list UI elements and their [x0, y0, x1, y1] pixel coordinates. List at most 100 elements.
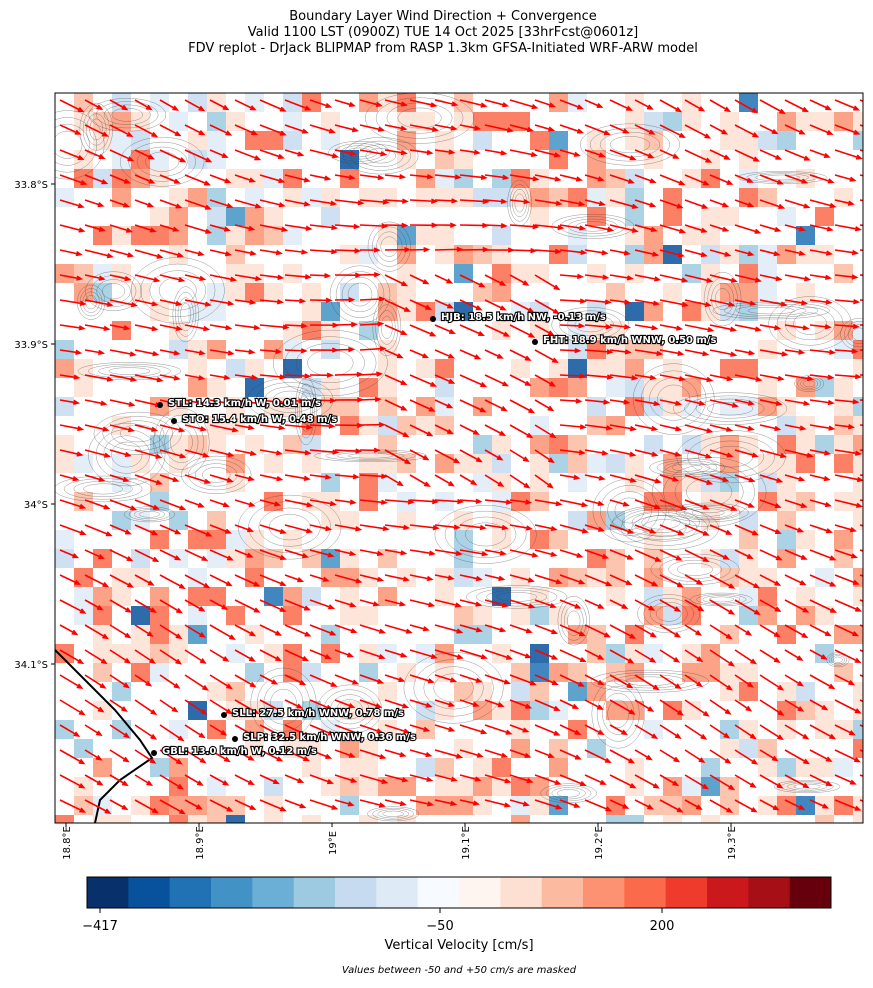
wind-arrow	[459, 574, 483, 582]
cell	[207, 302, 226, 321]
wind-arrow	[59, 124, 82, 135]
wind-arrow	[759, 724, 784, 741]
wind-arrow	[209, 549, 234, 561]
cell	[739, 435, 758, 454]
cell	[815, 112, 834, 131]
cell	[834, 378, 853, 397]
contour	[93, 411, 182, 455]
wind-arrow	[534, 224, 565, 231]
wind-arrow	[584, 274, 610, 280]
cell	[169, 112, 188, 131]
cell	[720, 739, 739, 758]
wind-arrow	[309, 624, 337, 636]
wind-arrow	[434, 699, 456, 707]
wind-arrow	[659, 524, 685, 536]
cell	[188, 530, 207, 549]
cell	[853, 359, 863, 378]
contour	[840, 318, 863, 351]
cell	[796, 682, 815, 701]
wind-arrow	[359, 124, 385, 132]
cell	[454, 777, 473, 796]
wind-arrow	[134, 174, 156, 184]
cell	[207, 530, 226, 549]
wind-arrow	[109, 524, 132, 535]
cell	[853, 454, 863, 473]
cell	[112, 321, 131, 340]
cell	[644, 150, 663, 169]
station-label: GBL: 13.0 km/h W, 0.12 m/s	[162, 746, 317, 757]
wind-arrow	[309, 749, 333, 759]
cell	[834, 758, 853, 777]
wind-arrow	[684, 699, 710, 717]
contour	[826, 652, 850, 668]
wind-arrow	[284, 373, 312, 379]
cell	[720, 112, 739, 131]
wind-arrow	[309, 397, 337, 404]
wind-arrow	[384, 374, 408, 386]
cell	[454, 169, 473, 188]
wind-arrow	[709, 449, 734, 458]
wind-arrow	[109, 99, 129, 111]
wind-arrow	[659, 499, 688, 511]
wind-arrow	[384, 173, 407, 180]
wind-arrow	[634, 449, 659, 457]
axes: 33.8°S33.9°S34°S34.1°S18.8°E 18.9°E 19°E 19…	[14, 180, 738, 860]
map-area	[55, 93, 863, 823]
wind-arrow	[834, 299, 861, 305]
wind-arrow	[684, 649, 704, 663]
wind-arrow	[784, 324, 810, 331]
contour	[663, 464, 755, 521]
cell	[644, 226, 663, 245]
wind-arrow	[84, 574, 110, 588]
cell	[815, 435, 834, 454]
wind-arrow	[809, 499, 832, 508]
cell	[245, 663, 264, 682]
contour	[711, 282, 734, 316]
wind-arrow	[334, 574, 363, 584]
cell	[302, 587, 321, 606]
cell	[492, 758, 511, 777]
cell	[720, 435, 739, 454]
wind-arrow	[334, 297, 356, 303]
cell	[169, 188, 188, 207]
contour	[85, 271, 142, 311]
wind-arrow	[134, 299, 159, 307]
contour	[329, 265, 391, 324]
cell	[359, 701, 378, 720]
cell	[606, 359, 625, 378]
cell	[55, 454, 74, 473]
wind-arrow	[234, 624, 257, 637]
cell	[530, 131, 549, 150]
wind-arrow	[759, 424, 782, 432]
cell	[606, 340, 625, 359]
wind-arrow	[84, 224, 106, 232]
contour	[317, 684, 382, 734]
colorbar-swatch	[583, 877, 625, 908]
wind-arrow	[809, 349, 837, 355]
wind-arrow	[109, 699, 128, 712]
wind-arrow	[459, 174, 488, 180]
wind-arrow	[609, 524, 635, 534]
contour	[551, 787, 586, 800]
cell	[264, 340, 283, 359]
wind-arrow	[409, 699, 433, 708]
cell	[226, 169, 245, 188]
contour	[158, 414, 204, 470]
wind-arrow	[409, 498, 439, 505]
wind-arrow	[59, 449, 84, 457]
contour	[592, 478, 667, 543]
wind-arrow	[609, 249, 631, 256]
cell	[435, 150, 454, 169]
cell	[397, 815, 416, 823]
wind-arrow	[834, 574, 860, 585]
wind-arrow	[259, 299, 285, 305]
contour	[273, 329, 388, 397]
wind-arrow	[809, 774, 833, 787]
cell	[74, 796, 93, 815]
wind-arrow	[59, 624, 79, 636]
wind-arrow	[109, 224, 133, 233]
cell	[530, 796, 549, 815]
wind-arrow	[134, 699, 158, 716]
cell	[492, 454, 511, 473]
wind-arrow	[834, 624, 860, 637]
